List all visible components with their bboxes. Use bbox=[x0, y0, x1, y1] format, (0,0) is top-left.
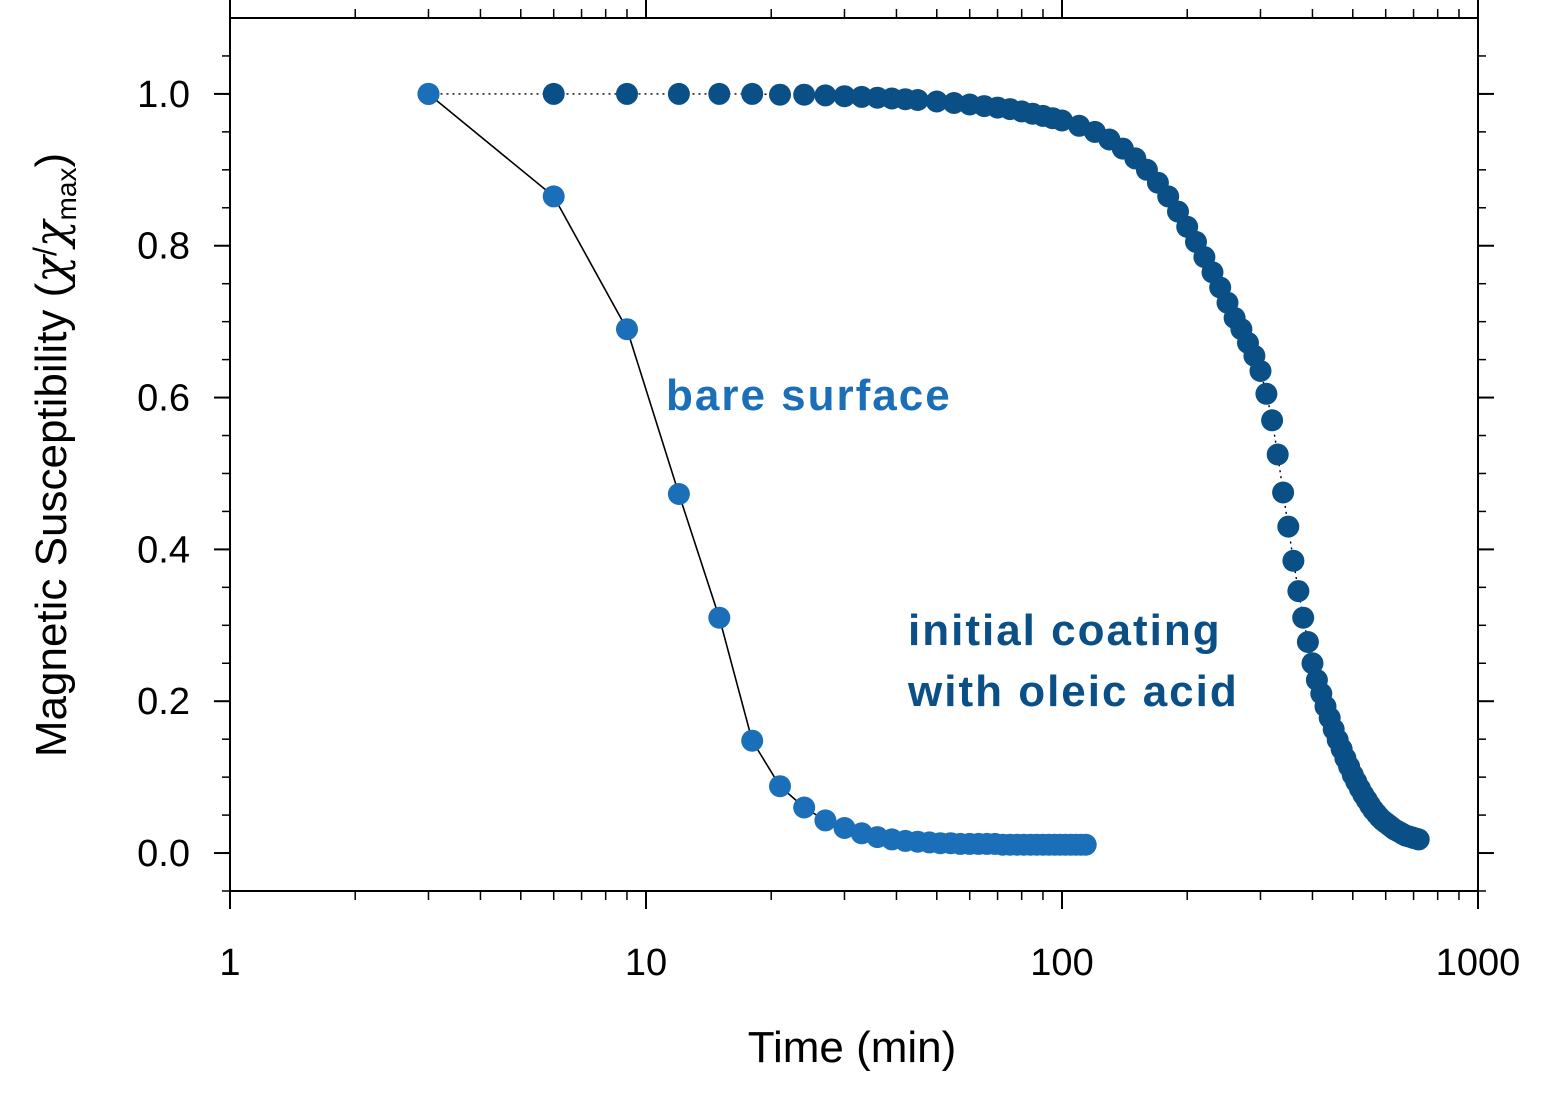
minor-ticks bbox=[222, 9, 1486, 900]
plot-frame bbox=[229, 17, 1479, 892]
data-point-coated bbox=[616, 82, 638, 105]
y-axis-title-subscript: max bbox=[51, 168, 82, 221]
data-point-coated bbox=[1287, 580, 1310, 603]
data-point-coated bbox=[1051, 109, 1073, 132]
data-point-coated bbox=[814, 84, 837, 107]
data-point-coated bbox=[769, 83, 791, 106]
data-point-coated bbox=[1255, 382, 1278, 405]
data-point-coated bbox=[925, 90, 948, 113]
data-point-coated bbox=[1282, 549, 1305, 572]
y-axis-title: Magnetic Susceptibility (χ/χmax) bbox=[26, 153, 82, 757]
data-point-bare bbox=[741, 729, 764, 752]
x-tick-label: 1 bbox=[219, 942, 240, 984]
data-point-coated bbox=[833, 85, 856, 108]
data-point-bare bbox=[793, 796, 816, 819]
data-point-coated bbox=[1266, 443, 1289, 466]
x-tick-label: 100 bbox=[1030, 942, 1093, 984]
data-point-coated bbox=[1261, 409, 1284, 432]
y-tick-label: 0.6 bbox=[137, 378, 190, 420]
annotation-with-oleic-acid: with oleic acid bbox=[907, 667, 1239, 716]
data-point-coated bbox=[542, 82, 565, 105]
data-point-coated bbox=[1407, 828, 1430, 851]
data-point-bare bbox=[769, 775, 791, 798]
data-point-bare bbox=[1074, 833, 1097, 856]
y-axis-ticks: 0.0 0.2 0.4 0.6 0.8 1.0 bbox=[137, 74, 1494, 875]
y-axis-title-chi2: χ bbox=[26, 218, 77, 250]
data-point-bare bbox=[814, 809, 837, 832]
data-point-coated bbox=[741, 82, 764, 105]
annotation-initial-coating: initial coating bbox=[908, 606, 1222, 655]
y-tick-label: 0.4 bbox=[137, 529, 190, 571]
y-axis-title-slash: / bbox=[27, 247, 63, 256]
data-point-bare bbox=[616, 318, 638, 341]
data-point-coated bbox=[1292, 606, 1315, 629]
series-layer bbox=[417, 82, 1430, 856]
y-tick-label: 0.2 bbox=[137, 681, 190, 723]
data-point-bare bbox=[667, 483, 690, 505]
data-point-coated bbox=[1277, 515, 1300, 538]
data-point-coated bbox=[1301, 652, 1324, 675]
x-tick-label: 10 bbox=[625, 942, 667, 984]
x-axis-ticks: 1 10 100 1000 bbox=[219, 0, 1520, 984]
data-point-coated bbox=[793, 83, 816, 106]
x-axis-title: Time (min) bbox=[748, 1023, 957, 1072]
x-tick-label: 1000 bbox=[1436, 942, 1521, 984]
y-axis-title-main: Magnetic Susceptibility ( bbox=[27, 282, 76, 757]
data-point-coated bbox=[1249, 360, 1272, 382]
y-axis-title-chi: χ bbox=[26, 254, 77, 286]
data-point-bare bbox=[542, 185, 565, 208]
data-point-bare bbox=[833, 817, 856, 839]
data-point-coated bbox=[850, 85, 873, 108]
data-point-coated bbox=[708, 82, 731, 105]
y-tick-label: 0.0 bbox=[137, 833, 190, 875]
data-point-bare bbox=[417, 82, 440, 105]
y-axis-title-close: ) bbox=[27, 153, 76, 168]
y-tick-label: 1.0 bbox=[137, 74, 190, 116]
y-tick-label: 0.8 bbox=[137, 226, 190, 268]
data-point-coated bbox=[667, 82, 690, 105]
data-point-bare bbox=[708, 606, 731, 629]
data-point-coated bbox=[1296, 631, 1319, 653]
data-point-coated bbox=[1272, 481, 1295, 504]
data-point-coated bbox=[906, 89, 929, 111]
series-line-coated bbox=[428, 93, 1419, 841]
annotation-bare-surface: bare surface bbox=[666, 371, 952, 420]
